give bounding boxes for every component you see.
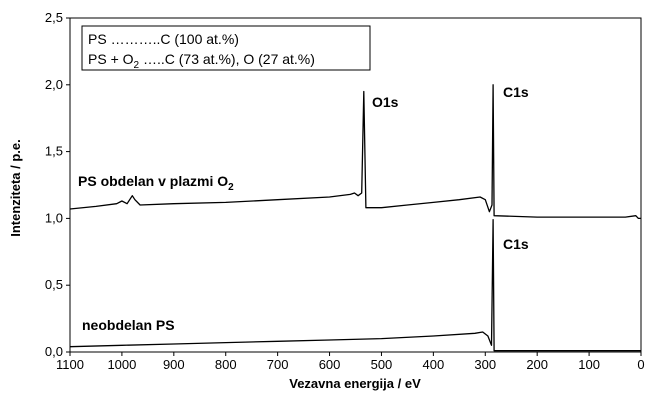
- treated-series-label: PS obdelan v plazmi O2: [78, 173, 234, 193]
- x-tick-label: 900: [163, 357, 185, 372]
- y-tick-label: 1,5: [45, 144, 63, 159]
- legend-line-2-a: PS + O: [88, 51, 134, 67]
- treated-series-label-main: PS obdelan v plazmi O: [78, 173, 228, 189]
- x-tick-label: 100: [578, 357, 600, 372]
- y-axis-ticks: 0,0 0,5 1,0 1,5 2,0 2,5: [45, 10, 70, 359]
- x-tick-label: 300: [474, 357, 496, 372]
- legend-line-1: PS ………..C (100 at.%): [88, 31, 239, 47]
- x-axis-ticks: 1100 1000 900 800 700 600 500 400 300 200 100 0: [56, 352, 645, 372]
- x-axis-title: Vezavna energija / eV: [289, 376, 421, 391]
- x-tick-label: 0: [637, 357, 644, 372]
- legend-line-2-sub: 2: [134, 60, 140, 71]
- legend-line-2-b: …..C (73 at.%), O (27 at.%): [139, 51, 315, 67]
- x-tick-label: 800: [215, 357, 237, 372]
- x-tick-label: 1000: [107, 357, 136, 372]
- o1s-label: O1s: [372, 94, 399, 110]
- x-tick-label: 400: [423, 357, 445, 372]
- x-tick-label: 500: [371, 357, 393, 372]
- y-tick-label: 2,0: [45, 77, 63, 92]
- y-tick-label: 1,0: [45, 210, 63, 225]
- series-line-treated: [69, 84, 641, 220]
- y-tick-label: 0,5: [45, 277, 63, 292]
- treated-series-label-sub: 2: [228, 182, 234, 193]
- plot-frame: [69, 17, 642, 353]
- untreated-series-label: neobdelan PS: [82, 317, 175, 333]
- y-tick-label: 0,0: [45, 344, 63, 359]
- x-tick-label: 600: [319, 357, 341, 372]
- x-tick-label: 700: [267, 357, 289, 372]
- c1s-untreated-label: C1s: [503, 236, 529, 252]
- series-group: [69, 84, 641, 352]
- legend-line-2: PS + O2 …..C (73 at.%), O (27 at.%): [88, 51, 315, 71]
- x-tick-label: 1100: [56, 357, 84, 372]
- x-tick-label: 200: [526, 357, 548, 372]
- legend-border: [81, 25, 371, 71]
- y-axis-title: Intenziteta / p.e.: [8, 139, 23, 237]
- legend-box: PS ………..C (100 at.%) PS + O2 …..C (73 at…: [81, 25, 371, 71]
- y-tick-label: 2,5: [45, 10, 63, 25]
- series-line-untreated: [69, 219, 641, 352]
- c1s-treated-label: C1s: [503, 84, 529, 100]
